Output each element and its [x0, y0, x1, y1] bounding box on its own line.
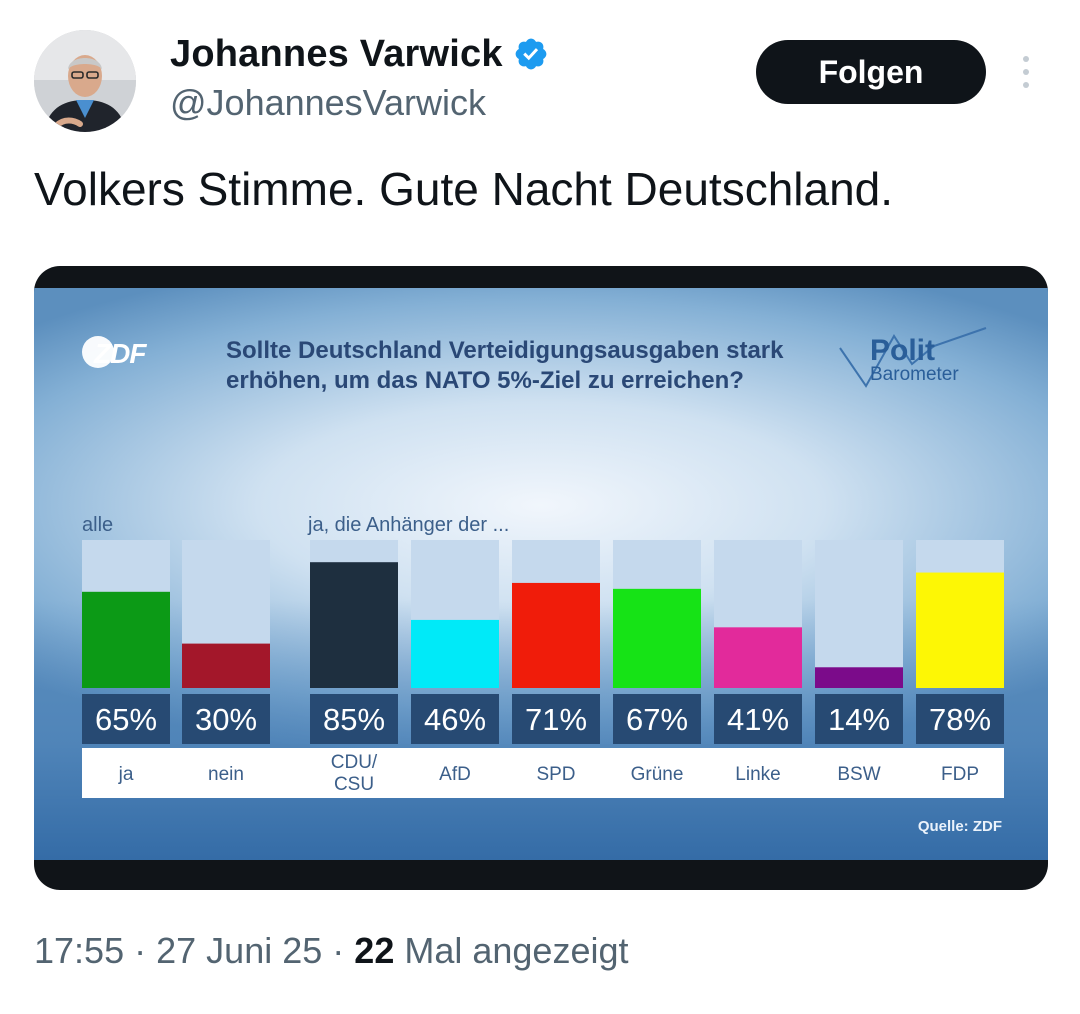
bar: [613, 588, 701, 688]
avatar-portrait-icon: [34, 30, 136, 132]
bar: [182, 643, 270, 688]
zdf-logo-text: ZDF: [94, 338, 146, 369]
value-label: 78%: [929, 702, 991, 737]
bar: [82, 591, 170, 688]
value-label-box: [411, 694, 499, 744]
value-label-box: [916, 694, 1004, 744]
politbarometer-logo-line-2: Barometer: [870, 364, 959, 385]
category-label: CDU/: [331, 752, 378, 773]
tweet-time[interactable]: 17:55: [34, 930, 125, 971]
meta-separator: ·: [134, 930, 147, 971]
value-label-box: [182, 694, 270, 744]
category-label: CSU: [334, 774, 374, 795]
value-label: 65%: [95, 702, 157, 737]
value-label-box: [815, 694, 903, 744]
category-label: BSW: [837, 764, 880, 785]
chart-title-line-1: Sollte Deutschland Verteidigungsausgaben…: [226, 337, 784, 364]
value-label: 67%: [626, 702, 688, 737]
category-label: Grüne: [631, 764, 684, 785]
chart-title-line-2: erhöhen, um das NATO 5%-Ziel zu erreiche…: [226, 367, 744, 394]
value-label: 14%: [828, 702, 890, 737]
category-label: SPD: [536, 764, 575, 785]
bar: [512, 582, 600, 688]
value-label: 85%: [323, 702, 385, 737]
politbarometer-logo-line-1: Polit: [870, 334, 935, 367]
tweet-media[interactable]: ZDF Sollte Deutschland Verteidigungsausg…: [34, 266, 1048, 890]
value-label-box: [310, 694, 398, 744]
politbarometer-check-icon: [839, 327, 987, 388]
chart-source: Quelle: ZDF: [917, 818, 1002, 835]
bar: [916, 572, 1004, 688]
more-options-icon[interactable]: [1014, 52, 1038, 92]
bar-track: [815, 540, 903, 688]
follow-button[interactable]: Folgen: [756, 40, 986, 104]
tweet-text: Volkers Stimme. Gute Nacht Deutschland.: [34, 163, 894, 215]
value-label: 46%: [424, 702, 486, 737]
value-label-box: [82, 694, 170, 744]
author-name-row[interactable]: Johannes Varwick: [170, 32, 549, 76]
bar: [815, 667, 903, 688]
value-label: 30%: [195, 702, 257, 737]
value-label-box: [714, 694, 802, 744]
views-count: 22: [354, 930, 395, 971]
bar-chart: 65% ja 30% nein 85% CDU/CSU 46% AfD 71% SPD 67% Grü…: [82, 540, 1004, 798]
category-label: Linke: [735, 764, 780, 785]
politbarometer-logo: Polit Barometer: [834, 326, 994, 396]
category-label: ja: [118, 764, 134, 785]
bar: [411, 619, 499, 688]
zdf-logo: ZDF: [82, 336, 162, 370]
meta-separator: ·: [332, 930, 345, 971]
views-label: Mal angezeigt: [404, 930, 629, 971]
value-label-box: [613, 694, 701, 744]
group-label-supporters: ja, die Anhänger der ...: [308, 514, 510, 536]
tweet-date[interactable]: 27 Juni 25: [156, 930, 323, 971]
value-label-box: [512, 694, 600, 744]
media-image[interactable]: ZDF Sollte Deutschland Verteidigungsausg…: [34, 288, 1048, 860]
group-label-all: alle: [82, 514, 114, 536]
value-label: 71%: [525, 702, 587, 737]
category-label: FDP: [941, 764, 979, 785]
bar: [714, 627, 802, 688]
avatar[interactable]: [34, 30, 136, 132]
category-label: nein: [208, 764, 244, 785]
category-label-band: [82, 748, 1004, 798]
author-display-name[interactable]: Johannes Varwick: [170, 32, 503, 75]
bar: [310, 562, 398, 688]
category-label: AfD: [439, 764, 471, 785]
value-label: 41%: [727, 702, 789, 737]
author-handle[interactable]: @JohannesVarwick: [170, 82, 487, 123]
chart-title: Sollte Deutschland Verteidigungsausgaben…: [226, 336, 783, 396]
verified-badge-icon: [515, 38, 547, 70]
tweet-meta: 17:55 · 27 Juni 25 · 22 Mal angezeigt: [34, 930, 629, 972]
